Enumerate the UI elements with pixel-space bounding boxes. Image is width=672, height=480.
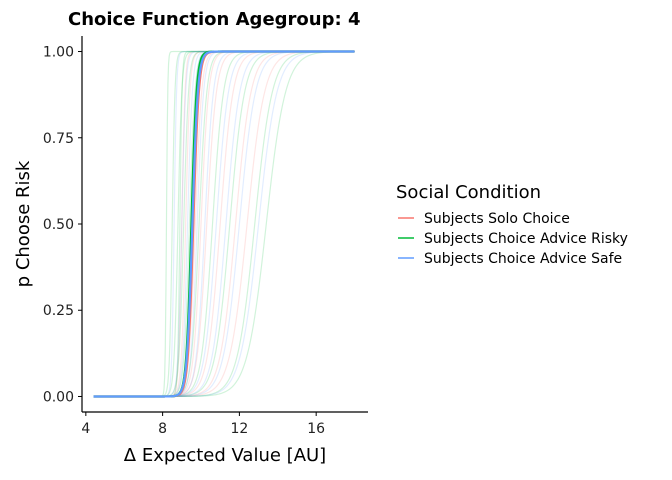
individual-curve <box>93 50 355 398</box>
individual-curve <box>93 50 355 398</box>
y-tick-label: 0.50 <box>43 217 74 233</box>
y-tick-label: 0.00 <box>43 389 74 405</box>
individual-curve <box>93 50 355 398</box>
x-tick-label: 12 <box>230 421 248 437</box>
individual-curve <box>93 50 355 398</box>
individual-curve <box>93 50 355 398</box>
individual-curve <box>93 50 355 398</box>
individual-curve <box>93 50 355 398</box>
series-line-subjects-choice-advice-risky <box>93 50 355 398</box>
legend-label: Subjects Solo Choice <box>424 211 570 227</box>
x-tick-label: 4 <box>81 421 90 437</box>
y-tick-label: 0.25 <box>43 303 74 319</box>
individual-curve <box>93 50 355 398</box>
x-tick-label: 8 <box>158 421 167 437</box>
individual-curve <box>93 50 355 398</box>
individual-curve <box>93 50 355 398</box>
y-axis-title: p Choose Risk <box>13 160 34 287</box>
y-tick-label: 0.75 <box>43 131 74 147</box>
individual-curve <box>93 50 355 398</box>
series-line-subjects-choice-advice-safe <box>93 50 355 398</box>
chart-title: Choice Function Agegroup: 4 <box>68 9 360 30</box>
legend-title: Social Condition <box>396 182 541 203</box>
individual-curve <box>93 50 355 398</box>
group-mean-curves <box>93 50 355 398</box>
individual-curve <box>93 50 355 398</box>
individual-curve <box>93 50 355 398</box>
individual-curve <box>93 50 355 398</box>
individual-curve <box>93 50 355 398</box>
individual-curve <box>93 50 355 398</box>
individual-curve <box>93 50 355 398</box>
individual-curve <box>93 50 355 398</box>
y-axis-ticks: 0.00 0.25 0.50 0.75 1.00 <box>43 45 82 405</box>
individual-curve <box>93 50 355 398</box>
legend-label: Subjects Choice Advice Risky <box>424 231 628 247</box>
series-line-subjects-solo-choice <box>93 50 355 398</box>
individual-curve <box>93 50 355 398</box>
legend-entries: Subjects Solo Choice Subjects Choice Advi… <box>398 211 628 267</box>
individual-curve <box>93 50 355 398</box>
legend: Social Condition Subjects Solo ChoiceSub… <box>396 182 628 267</box>
individual-curve <box>93 50 355 398</box>
individual-curve <box>93 50 355 398</box>
individual-curve <box>93 50 355 398</box>
y-tick-label: 1.00 <box>43 45 74 61</box>
individual-curves <box>93 50 355 398</box>
x-tick-label: 16 <box>307 421 325 437</box>
individual-curve <box>93 50 355 398</box>
individual-curve <box>93 50 355 398</box>
individual-curve <box>93 50 355 398</box>
individual-curve <box>93 50 355 398</box>
x-axis-title: Δ Expected Value [AU] <box>124 445 326 466</box>
x-axis-ticks: 4 8 12 16 <box>81 412 325 437</box>
legend-label: Subjects Choice Advice Safe <box>424 251 622 267</box>
